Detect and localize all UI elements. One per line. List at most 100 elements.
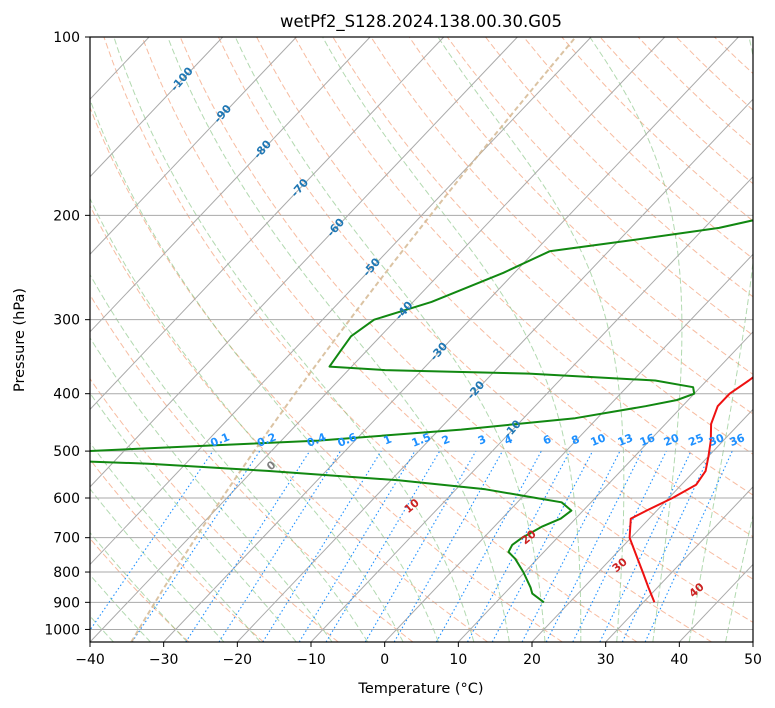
dry-adiabat [141, 37, 712, 642]
x-tick-label: −20 [223, 652, 253, 668]
x-tick-label: −30 [149, 652, 179, 668]
dry-adiabat [90, 204, 488, 642]
dry-adiabat [179, 37, 753, 623]
mixing-ratio-label: 6 [541, 433, 553, 448]
dry-adiabat [90, 293, 414, 642]
mixing-ratio-label: 25 [687, 431, 706, 449]
mixing-ratio-label: 16 [638, 431, 657, 449]
background-lines [0, 37, 753, 642]
x-tick-label: 10 [449, 652, 467, 668]
mixing-ratio-line [599, 450, 692, 642]
y-tick-label: 600 [53, 491, 80, 507]
moist-adiabat [90, 531, 188, 642]
sounding-series [90, 219, 753, 604]
mixing-ratio-label: 2 [440, 433, 452, 448]
mixing-ratio-label: 30 [707, 431, 726, 449]
mixing-ratio-line [467, 450, 571, 642]
moist-adiabat [90, 336, 333, 642]
dry-adiabat [90, 377, 339, 642]
y-tick-label: 1000 [44, 622, 80, 638]
mixing-ratio-line [393, 450, 503, 642]
moist-adiabat [322, 37, 582, 642]
moist-adiabat [688, 37, 753, 642]
extra-curve [130, 37, 577, 642]
dry-adiabat [485, 37, 753, 298]
x-tick-label: 0 [380, 652, 389, 668]
dry-adiabat [752, 37, 753, 39]
isotherm [90, 37, 371, 333]
isotherm [605, 486, 753, 642]
mixing-ratio-label: 0.1 [209, 430, 232, 449]
mixing-ratio-label: 20 [662, 431, 681, 449]
axes: −40 −30 −20 −10 0 10 20 30 40 5010020030040050060… [44, 30, 762, 668]
mixing-ratio-line [521, 450, 621, 642]
x-tick-label: −40 [75, 652, 105, 668]
isotherm [90, 37, 518, 488]
dry-adiabat [294, 37, 753, 496]
x-tick-label: −10 [296, 652, 326, 668]
dry-adiabat [637, 37, 753, 148]
mixing-ratio-line [262, 450, 382, 642]
isotherm [531, 408, 753, 642]
dry-adiabat [103, 37, 638, 642]
chart-title: wetPf2_S128.2024.138.00.30.G05 [280, 12, 562, 32]
dry-adiabat [408, 37, 753, 375]
moist-adiabat [90, 488, 225, 642]
isotherm [90, 37, 224, 178]
y-axis-label: Pressure (hPa) [12, 288, 28, 392]
y-tick-label: 100 [53, 30, 80, 46]
isotherm [90, 37, 666, 642]
y-tick-label: 300 [53, 313, 80, 329]
isotherm [310, 176, 753, 642]
mixing-ratio-line [218, 450, 342, 642]
dry-adiabat [599, 37, 753, 185]
x-axis-label: Temperature (°C) [357, 681, 483, 697]
mixing-ratio-label: 0.4 [305, 430, 328, 449]
dry-adiabat [332, 37, 753, 455]
isotherm [0, 37, 2, 642]
isotherm [752, 641, 753, 642]
mixing-ratio-label: 10 [589, 431, 608, 449]
moist-adiabat [113, 37, 475, 642]
temperature-profile [628, 376, 753, 603]
moist-adiabat [90, 98, 439, 642]
dry-adiabat [90, 106, 563, 642]
mixing-ratio-label: 13 [616, 431, 635, 449]
dry-adiabat [90, 537, 190, 642]
isotherm [90, 37, 592, 566]
dry-adiabat [90, 458, 264, 642]
dry-adiabat [446, 37, 753, 336]
y-tick-label: 200 [53, 208, 80, 224]
moist-adiabat [90, 392, 297, 642]
plot-frame [89, 36, 754, 643]
moist-adiabat [725, 513, 753, 642]
mixing-ratio-line [435, 450, 542, 642]
y-tick-label: 700 [53, 531, 80, 547]
y-tick-label: 500 [53, 444, 80, 460]
y-tick-label: 400 [53, 387, 80, 403]
moist-adiabat [90, 442, 261, 642]
mixing-ratio-line [185, 450, 311, 642]
mixing-ratio-line [545, 450, 643, 642]
mixing-ratio-line [621, 450, 712, 642]
isotherm [384, 253, 753, 642]
isotherm [90, 37, 445, 411]
mixing-ratio-label: 1 [382, 433, 394, 448]
mixing-ratio-line [90, 450, 214, 632]
mixing-ratio-label: 0.6 [336, 430, 359, 449]
dewpoint-profile [90, 219, 753, 604]
dry-adiabat [217, 37, 753, 580]
y-tick-label: 900 [53, 595, 80, 611]
moist-adiabat [234, 37, 546, 642]
mixing-ratio-label: 3 [476, 433, 488, 448]
x-tick-label: 20 [523, 652, 541, 668]
y-tick-label: 800 [53, 565, 80, 581]
isotherm [90, 37, 297, 256]
isotherm [236, 98, 753, 642]
mixing-ratio-line [644, 450, 733, 642]
x-tick-label: 50 [744, 652, 762, 668]
moist-adiabat [589, 37, 683, 642]
isotherm-label: -100 [168, 64, 196, 94]
dry-adiabat [561, 37, 753, 222]
moist-adiabat [90, 273, 369, 642]
